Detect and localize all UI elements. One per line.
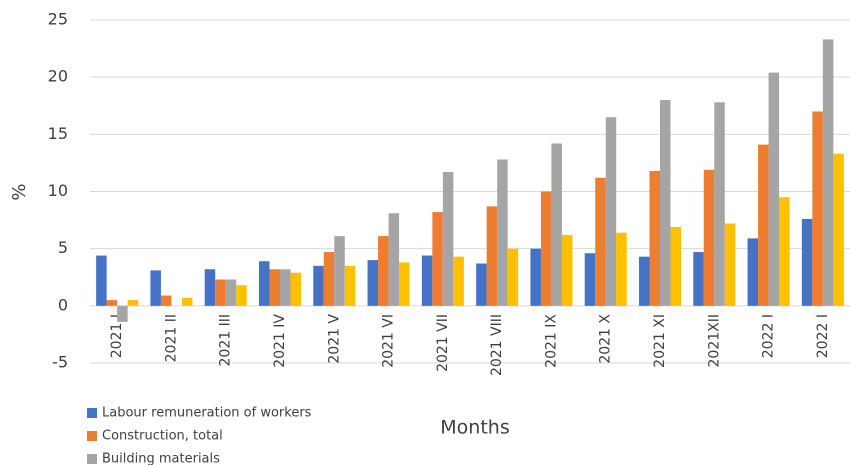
legend-swatch <box>87 454 97 464</box>
bar <box>540 191 552 306</box>
y-tick-label: 15 <box>48 124 68 143</box>
y-tick-label: 25 <box>48 10 68 29</box>
bar <box>703 169 715 306</box>
bar <box>280 269 291 306</box>
bar <box>724 223 736 306</box>
bar <box>388 213 400 306</box>
bar <box>476 263 487 306</box>
bar <box>432 212 443 306</box>
legend-label: Labour remuneration of workers <box>102 406 312 421</box>
bar <box>584 253 596 306</box>
bar <box>225 279 237 306</box>
bar <box>160 295 172 306</box>
x-tick-label: 2021 III <box>218 314 234 366</box>
bar <box>399 262 410 306</box>
x-tick-label: 2021 IX <box>543 314 559 368</box>
bar <box>323 252 335 306</box>
bar <box>269 269 280 306</box>
bar <box>605 117 617 306</box>
bar <box>497 159 508 306</box>
x-tick-label: 2021 XI <box>652 314 668 368</box>
bar <box>530 248 541 306</box>
bar <box>833 153 844 306</box>
bar <box>290 272 301 306</box>
bar <box>204 269 216 306</box>
x-tick-label: 2021 V <box>326 314 342 364</box>
bar <box>670 226 681 306</box>
x-tick-label: 2021 VIII <box>489 314 505 376</box>
bar <box>822 39 834 306</box>
x-tick-label: 2021 X <box>598 314 614 364</box>
bar <box>421 255 433 306</box>
y-tick-label: 0 <box>58 295 68 314</box>
x-tick-label: 2021 II <box>163 314 179 362</box>
x-tick-label: 2021 VII <box>435 314 451 372</box>
bar <box>693 252 704 306</box>
y-tick-label: 20 <box>48 67 68 86</box>
bar <box>486 206 498 306</box>
bar <box>453 256 464 306</box>
bar <box>106 300 118 306</box>
y-tick-label: 10 <box>48 181 68 200</box>
legend-label: Building materials <box>102 452 220 465</box>
x-tick-label: 2021 IV <box>272 314 288 368</box>
y-axis-title: % <box>9 183 30 200</box>
legend-label: Construction, total <box>102 429 223 444</box>
y-tick-label: -5 <box>52 353 68 372</box>
bar <box>181 297 193 306</box>
bar <box>660 100 671 306</box>
bar <box>616 232 627 306</box>
bar <box>758 144 769 306</box>
bar <box>367 260 379 306</box>
bar <box>150 270 161 306</box>
x-axis-title: Months <box>440 417 509 439</box>
y-tick-label: 5 <box>58 238 68 257</box>
x-tick-label: 2021 I <box>109 314 125 358</box>
bar <box>812 111 823 306</box>
bar <box>747 238 759 306</box>
bar <box>714 102 725 306</box>
legend-swatch <box>87 431 97 441</box>
legend-swatch <box>87 408 97 418</box>
bar <box>344 265 356 306</box>
bar <box>215 279 226 306</box>
x-tick-label: 2022 I <box>761 314 777 358</box>
bar <box>649 170 660 306</box>
bar <box>378 236 389 306</box>
x-tick-label: 2021 VI <box>381 314 397 368</box>
bar <box>334 236 345 306</box>
bar <box>768 72 780 306</box>
bar <box>259 261 270 306</box>
bar <box>801 218 813 306</box>
bar <box>127 300 139 306</box>
x-tick-label: 2021XII <box>706 314 722 367</box>
bar <box>507 248 519 306</box>
bar <box>561 234 573 306</box>
bar <box>595 177 606 306</box>
bar <box>117 305 128 322</box>
bar <box>236 285 247 306</box>
bar <box>779 197 790 306</box>
bar <box>442 172 454 306</box>
x-tick-label: 2022 I <box>815 314 831 358</box>
bar <box>551 143 562 306</box>
bar <box>639 256 650 306</box>
bar <box>313 265 324 306</box>
bar <box>96 255 107 306</box>
